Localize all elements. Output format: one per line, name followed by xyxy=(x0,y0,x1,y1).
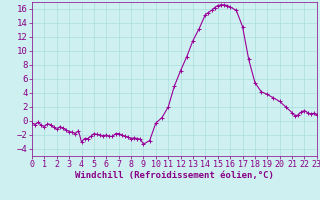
X-axis label: Windchill (Refroidissement éolien,°C): Windchill (Refroidissement éolien,°C) xyxy=(75,171,274,180)
